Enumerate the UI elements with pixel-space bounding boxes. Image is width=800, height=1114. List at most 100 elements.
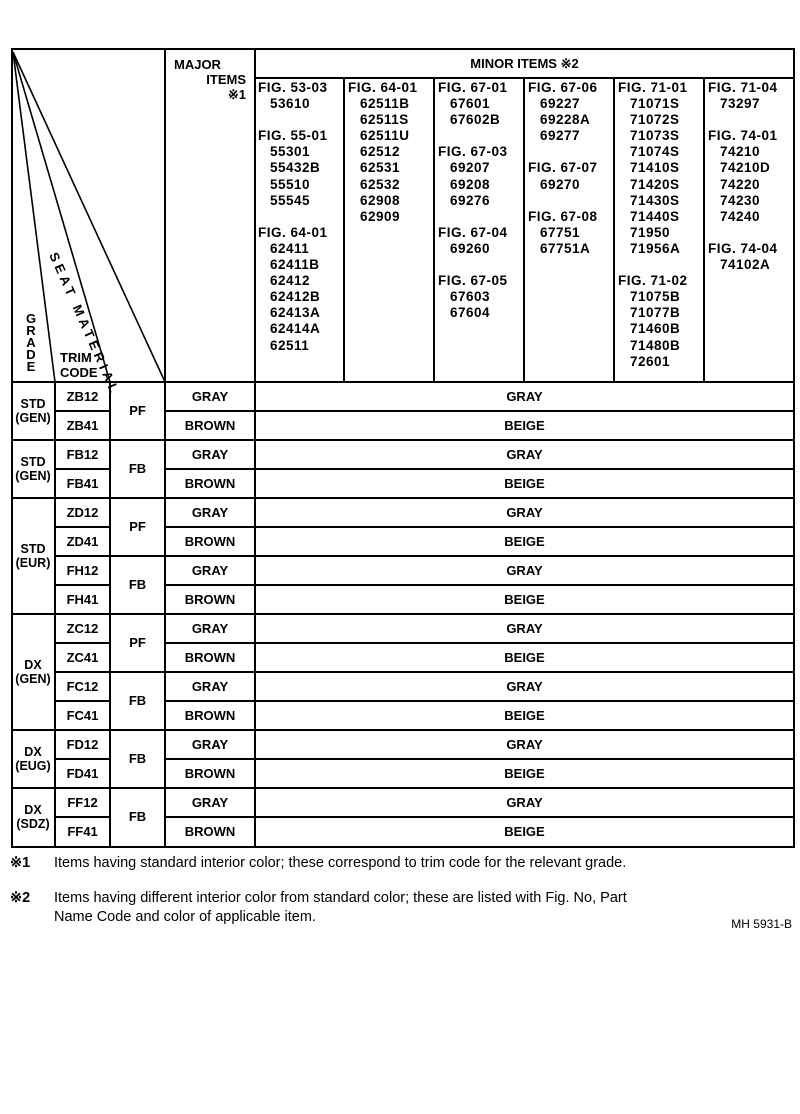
part-code: 67602B xyxy=(450,112,501,128)
part-code: 71430S xyxy=(630,192,680,208)
major-header-line2: ITEMS xyxy=(206,72,246,87)
minor-subcol-border xyxy=(523,77,525,382)
seat-material-cell: PF xyxy=(129,519,146,534)
minor-items-column: FIG. 53-03 53610 FIG. 55-01 55301 55432B 5551… xyxy=(258,80,328,354)
part-code: 55510 xyxy=(270,176,311,192)
major-color-cell: BROWN xyxy=(184,533,236,549)
row-divider xyxy=(54,729,110,731)
row-divider xyxy=(164,584,795,586)
part-code: 69276 xyxy=(450,192,491,208)
major-header-line3: ※1 xyxy=(227,87,246,102)
row-divider xyxy=(109,497,165,499)
row-divider xyxy=(109,671,165,673)
minor-color-cell: BEIGE xyxy=(504,591,545,607)
part-code: 69227 xyxy=(540,96,581,112)
minor-color-cell: GRAY xyxy=(506,446,543,462)
row-divider xyxy=(164,729,795,731)
part-code: 62413A xyxy=(270,305,321,321)
row-divider xyxy=(164,613,795,615)
figure-reference: FIG. 71-04 xyxy=(708,80,778,95)
part-code: 74102A xyxy=(720,257,771,273)
trim-code-cell: ZC12 xyxy=(66,620,99,636)
figure-reference: FIG. 55-01 xyxy=(258,128,328,144)
part-code: 67604 xyxy=(450,305,491,321)
part-code: 71440S xyxy=(630,208,680,224)
part-code: 69277 xyxy=(540,128,581,144)
part-code xyxy=(528,193,598,209)
part-code: 73297 xyxy=(720,96,761,112)
row-divider xyxy=(11,613,67,615)
part-code xyxy=(708,225,778,241)
part-code: 69207 xyxy=(450,160,491,176)
row-divider xyxy=(164,410,795,412)
row-divider xyxy=(54,816,110,818)
figure-reference: FIG. 67-04 xyxy=(438,224,508,240)
major-color-cell: GRAY xyxy=(191,620,229,636)
minor-color-cell: GRAY xyxy=(506,736,543,752)
part-code: 71950 xyxy=(630,224,671,240)
trim-code-header-line2: CODE xyxy=(60,365,98,380)
trim-code-cell: ZB41 xyxy=(66,417,99,433)
row-divider xyxy=(164,787,795,789)
minor-header-divider xyxy=(255,77,795,79)
trim-code-cell: FC12 xyxy=(66,678,99,694)
row-divider xyxy=(54,613,110,615)
minor-color-cell: BEIGE xyxy=(504,649,545,665)
part-code: 69270 xyxy=(540,176,581,192)
major-header-line1: MAJOR xyxy=(174,57,221,72)
figure-reference: FIG. 53-03 xyxy=(258,80,328,95)
seat-material-cell: FB xyxy=(128,577,147,592)
minor-subcol-border xyxy=(343,77,345,382)
major-color-cell: BROWN xyxy=(184,823,236,839)
trim-code-cell: FF41 xyxy=(67,823,98,839)
trim-code-cell: FF12 xyxy=(67,794,98,810)
trim-code-header: TRIM CODE xyxy=(60,350,98,380)
part-code xyxy=(618,257,688,273)
minor-color-cell: BEIGE xyxy=(504,475,545,491)
row-divider xyxy=(109,729,165,731)
part-code: 62412 xyxy=(270,273,311,289)
trim-code-cell: ZD12 xyxy=(66,504,99,520)
minor-color-cell: BEIGE xyxy=(504,823,545,839)
row-divider xyxy=(164,439,795,441)
row-divider xyxy=(164,758,795,760)
row-divider xyxy=(164,555,795,557)
row-divider xyxy=(109,439,165,441)
row-divider xyxy=(109,555,165,557)
part-code: 74230 xyxy=(720,192,761,208)
row-divider xyxy=(109,787,165,789)
row-divider xyxy=(54,642,110,644)
part-code: 74240 xyxy=(720,208,761,224)
part-code: 67751 xyxy=(540,224,581,240)
minor-color-cell: GRAY xyxy=(506,620,543,636)
major-color-cell: GRAY xyxy=(191,562,229,578)
minor-subcol-border xyxy=(613,77,615,382)
minor-items-column: FIG. 67-01 67601 67602B FIG. 67-03 69207 6920… xyxy=(438,80,508,321)
part-code: 62412B xyxy=(270,289,321,305)
major-color-cell: BROWN xyxy=(184,417,236,433)
seat-material-cell: PF xyxy=(129,635,146,650)
row-divider xyxy=(164,497,795,499)
table-border-top xyxy=(11,48,795,50)
minor-color-cell: GRAY xyxy=(506,678,543,694)
part-code: 71460B xyxy=(630,321,681,337)
part-code: 62511U xyxy=(360,128,410,144)
figure-reference: FIG. 67-01 xyxy=(438,80,508,95)
grade-cell: DX (SDZ) xyxy=(16,803,50,831)
table-border-bottom xyxy=(11,846,795,848)
part-code: 62908 xyxy=(360,192,401,208)
figure-reference: FIG. 64-01 xyxy=(258,224,328,240)
part-code: 67601 xyxy=(450,96,491,112)
figure-code: MH 5931-B xyxy=(731,917,792,931)
part-code xyxy=(708,112,778,128)
seat-material-cell: FB xyxy=(128,809,147,824)
major-color-cell: GRAY xyxy=(191,678,229,694)
footnote-2: ※2 Items having different interior color … xyxy=(10,889,627,927)
part-code: 67603 xyxy=(450,289,491,305)
major-color-cell: BROWN xyxy=(184,649,236,665)
minor-subcol-border xyxy=(433,77,435,382)
minor-color-cell: GRAY xyxy=(506,388,543,404)
major-color-cell: GRAY xyxy=(191,736,229,752)
table-border-right xyxy=(793,48,795,848)
trim-code-cell: FB41 xyxy=(66,475,99,491)
